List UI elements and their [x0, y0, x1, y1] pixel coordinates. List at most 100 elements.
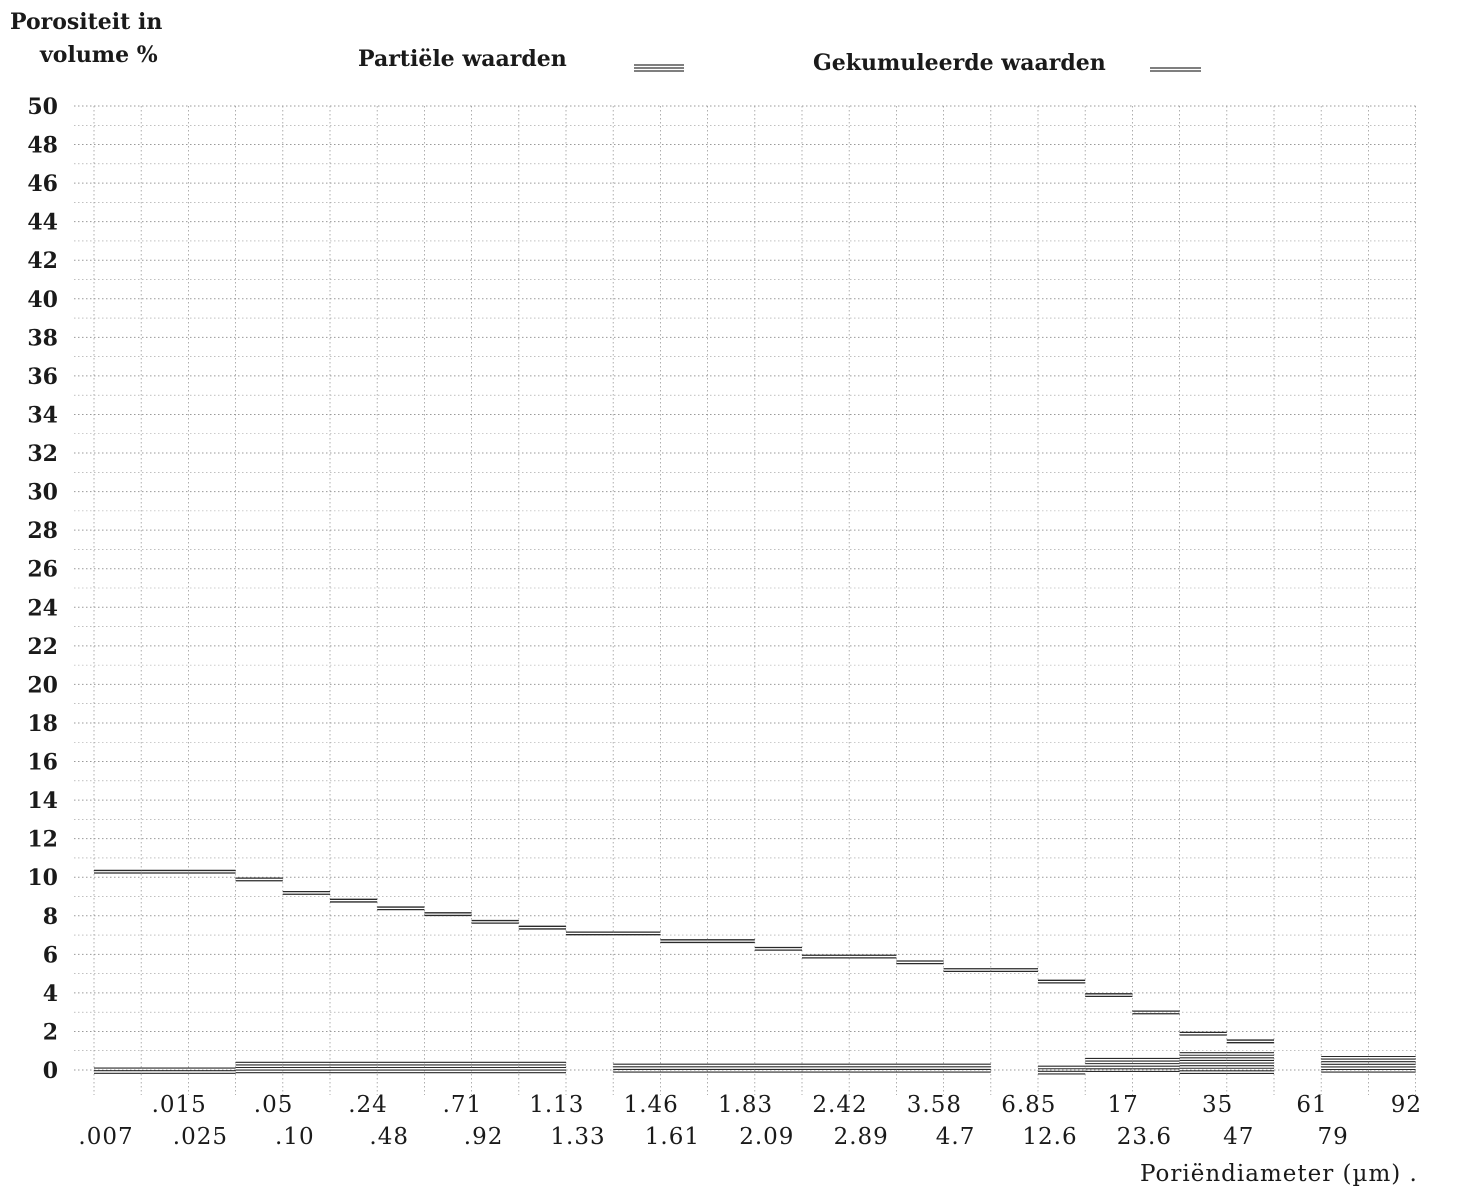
- legend-cumulative-swatch: [1150, 67, 1201, 72]
- y-tick-label: 0: [43, 1058, 58, 1084]
- y-tick-label: 20: [27, 672, 58, 698]
- y-tick-label: 26: [27, 557, 58, 583]
- x-tick-label-upper: .05: [254, 1092, 294, 1118]
- y-tick-label: 2: [43, 1019, 58, 1045]
- x-tick-label-lower: 1.61: [645, 1124, 700, 1150]
- x-tick-label-lower: 79: [1318, 1124, 1349, 1150]
- partial-bar: [141, 1067, 189, 1074]
- cumulative-bar: [282, 890, 330, 895]
- x-tick-label-upper: 3.58: [907, 1092, 962, 1118]
- partial-bar: [330, 1061, 378, 1074]
- y-tick-label: 6: [43, 942, 58, 968]
- partial-bar: [1132, 1057, 1180, 1072]
- legend-cumulative-label: Gekumuleerde waarden: [813, 50, 1106, 76]
- y-tick-label: 36: [27, 364, 58, 390]
- partial-bar: [1085, 1057, 1133, 1072]
- y-axis-ticks: 0246810121416182022242628303234363840424…: [27, 94, 58, 1084]
- cumulative-bar: [896, 960, 944, 965]
- x-tick-label-upper: 35: [1202, 1092, 1233, 1118]
- y-tick-label: 22: [27, 634, 58, 660]
- y-tick-label: 32: [27, 441, 58, 467]
- cumulative-bar: [707, 939, 755, 944]
- x-tick-label-lower: .025: [173, 1124, 228, 1150]
- y-tick-label: 48: [27, 133, 58, 159]
- partial-bar: [1038, 1065, 1086, 1075]
- x-tick-label-upper: 1.83: [718, 1092, 773, 1118]
- partial-bar: [282, 1061, 330, 1074]
- partial-bar: [94, 1067, 142, 1074]
- y-tick-label: 12: [27, 827, 58, 853]
- cumulative-bar: [990, 968, 1038, 972]
- partial-bar: [1179, 1052, 1227, 1074]
- cumulative-bar: [424, 912, 472, 917]
- x-tick-label-upper: .015: [152, 1092, 207, 1118]
- y-tick-label: 10: [27, 865, 58, 891]
- x-tick-label-upper: 1.13: [529, 1092, 584, 1118]
- x-tick-label-upper: 2.42: [812, 1092, 867, 1118]
- x-tick-label-lower: .92: [464, 1124, 504, 1150]
- cumulative-bar: [141, 869, 189, 874]
- y-tick-label: 50: [27, 94, 58, 120]
- cumulative-bar: [849, 954, 897, 959]
- partial-bar: [754, 1063, 802, 1073]
- x-tick-label-upper: 92: [1391, 1092, 1422, 1118]
- y-tick-label: 46: [27, 171, 58, 197]
- x-tick-label-upper: 17: [1108, 1092, 1139, 1118]
- x-tick-label-lower: 4.7: [936, 1124, 976, 1150]
- y-tick-label: 16: [27, 750, 58, 776]
- cumulative-bar: [660, 939, 708, 944]
- y-tick-label: 4: [43, 981, 58, 1007]
- y-tick-label: 38: [27, 325, 58, 351]
- partial-bar: [1368, 1055, 1416, 1073]
- cumulative-bar: [1226, 1039, 1274, 1044]
- partial-bar: [943, 1063, 991, 1073]
- y-tick-label: 18: [27, 711, 58, 737]
- y-tick-label: 14: [27, 788, 58, 814]
- x-tick-label-upper: .71: [443, 1092, 483, 1118]
- x-tick-label-lower: 2.09: [739, 1124, 794, 1150]
- partial-values-bars: [94, 1052, 1416, 1075]
- partial-bar: [518, 1061, 566, 1074]
- partial-bar: [235, 1061, 283, 1074]
- cumulative-bar: [94, 869, 142, 874]
- cumulative-bar: [471, 919, 519, 924]
- legend-partial-label: Partiële waarden: [358, 46, 567, 72]
- x-tick-label-lower: 12.6: [1022, 1124, 1077, 1150]
- partial-bar: [802, 1063, 850, 1073]
- partial-bar: [896, 1063, 944, 1073]
- x-tick-label-upper: 6.85: [1001, 1092, 1056, 1118]
- cumulative-bar: [1179, 1031, 1227, 1036]
- x-tick-label-lower: .007: [78, 1124, 133, 1150]
- x-tick-label-upper: .24: [348, 1092, 388, 1118]
- cumulative-bar: [1085, 993, 1133, 998]
- cumulative-bar: [943, 968, 991, 972]
- y-tick-label: 28: [27, 518, 58, 544]
- cumulative-bar: [1038, 979, 1086, 984]
- cumulative-bar: [518, 925, 566, 930]
- partial-bar: [471, 1061, 519, 1074]
- partial-bar: [1321, 1055, 1369, 1073]
- cumulative-bar: [613, 931, 661, 936]
- cumulative-bar: [754, 946, 802, 951]
- cumulative-bar: [1132, 1010, 1180, 1015]
- cumulative-bar: [566, 931, 614, 936]
- x-tick-label-upper: 1.46: [624, 1092, 679, 1118]
- x-tick-label-lower: .10: [275, 1124, 315, 1150]
- y-tick-label: 24: [27, 595, 58, 621]
- partial-bar: [1226, 1052, 1274, 1074]
- partial-bar: [424, 1061, 472, 1074]
- y-tick-label: 40: [27, 287, 58, 313]
- y-tick-label: 34: [27, 402, 58, 428]
- cumulative-bar: [188, 869, 236, 874]
- cumulative-values-bars: [94, 869, 1274, 1044]
- x-axis-title: Poriëndiameter (µm) .: [1140, 1161, 1418, 1187]
- partial-bar: [707, 1063, 755, 1073]
- plot-grid: [74, 105, 1418, 1095]
- x-tick-label-lower: 1.33: [550, 1124, 605, 1150]
- partial-bar: [849, 1063, 897, 1073]
- partial-bar: [613, 1063, 661, 1073]
- partial-bar: [188, 1067, 236, 1074]
- cumulative-bar: [802, 954, 850, 959]
- cumulative-bar: [330, 898, 378, 903]
